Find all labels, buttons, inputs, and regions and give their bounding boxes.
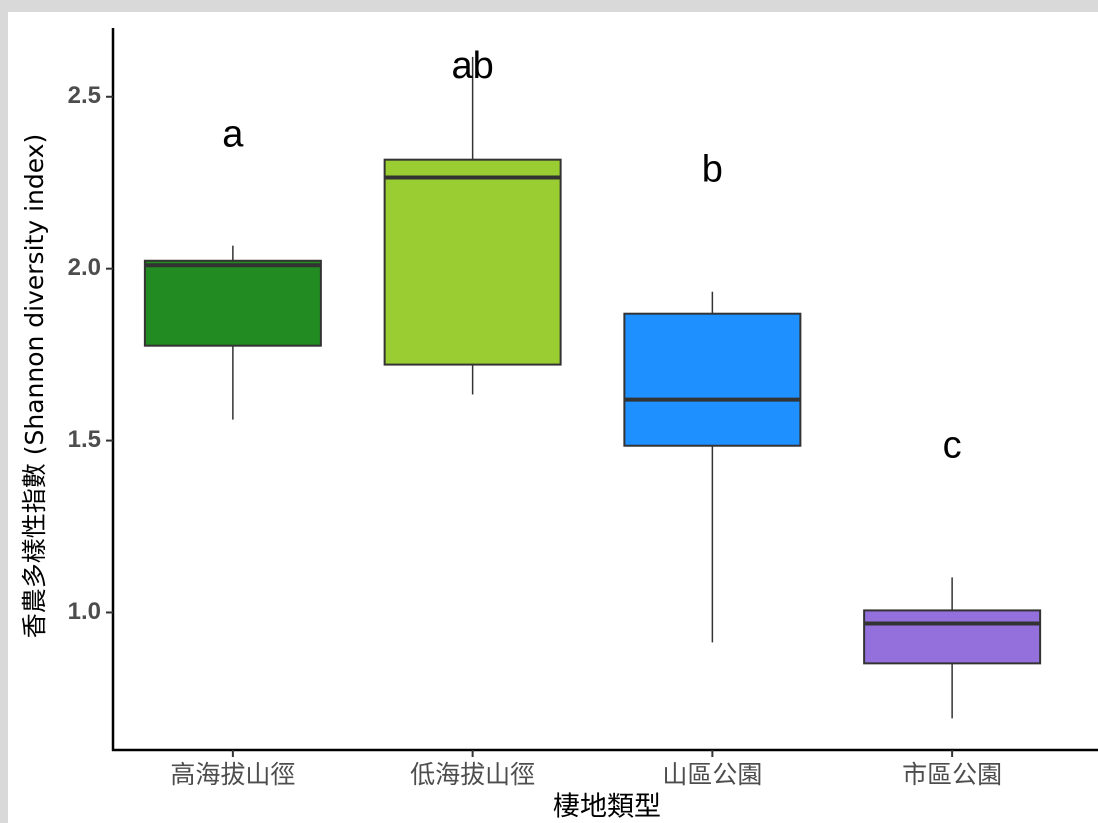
y-tick-label: 1.5 <box>68 426 101 453</box>
x-axis-title: 棲地類型 <box>553 792 661 823</box>
x-tick-label: 市區公園 <box>902 760 1002 789</box>
box <box>143 259 322 347</box>
annotation: a <box>222 114 244 156</box>
annotation: c <box>943 424 962 466</box>
box <box>623 312 802 447</box>
x-tick-label: 低海拔山徑 <box>410 760 535 789</box>
y-tick-label: 1.0 <box>68 598 101 625</box>
y-tick-label: 2.5 <box>68 82 101 109</box>
annotation: ab <box>451 45 493 87</box>
x-tick-label: 高海拔山徑 <box>170 760 295 789</box>
box <box>863 609 1042 665</box>
box <box>383 158 562 366</box>
y-axis-title: 香農多樣性指數 (Shannon diversity index) <box>20 134 49 638</box>
annotation: b <box>702 149 723 191</box>
y-tick-label: 2.0 <box>68 254 101 281</box>
x-tick-label: 山區公園 <box>662 760 762 789</box>
panel <box>8 12 1098 823</box>
